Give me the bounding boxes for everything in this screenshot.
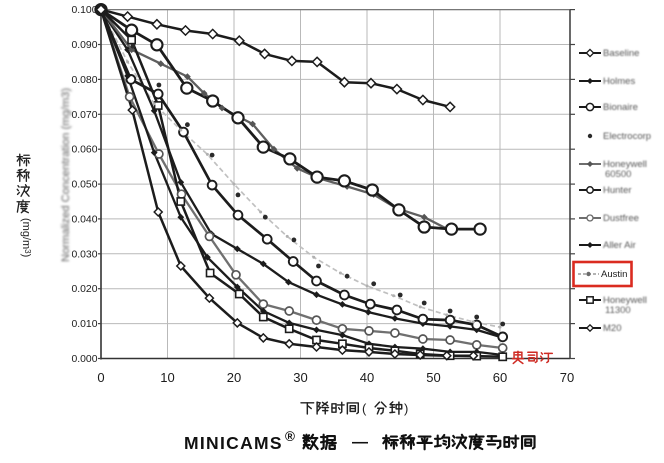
svg-text:10: 10 (160, 370, 174, 385)
svg-text:40: 40 (360, 370, 374, 385)
svg-text:70: 70 (560, 370, 574, 385)
svg-text:Dustfree: Dustfree (603, 213, 639, 224)
svg-text:0: 0 (97, 370, 104, 385)
svg-text:0.070: 0.070 (71, 110, 97, 121)
svg-text:Hunter: Hunter (603, 185, 632, 196)
svg-text:): ) (404, 401, 408, 416)
svg-text:0.000: 0.000 (71, 354, 97, 365)
svg-text:Aller Air: Aller Air (603, 240, 636, 251)
svg-text:Electrocorp: Electrocorp (603, 131, 651, 142)
svg-text:Honeywell: Honeywell (603, 159, 647, 170)
svg-text:—: — (352, 434, 368, 451)
svg-text:0.080: 0.080 (71, 75, 97, 86)
svg-text:0.050: 0.050 (71, 180, 97, 191)
svg-text:(mg/m3): (mg/m3) (20, 218, 32, 257)
svg-text:0.090: 0.090 (71, 40, 97, 51)
svg-text:®: ® (285, 429, 295, 444)
svg-text:0.020: 0.020 (71, 284, 97, 295)
svg-text:0.100: 0.100 (71, 5, 97, 16)
svg-text:Honeywell: Honeywell (603, 295, 647, 306)
svg-text:(: ( (362, 401, 367, 416)
svg-text:60: 60 (493, 370, 507, 385)
svg-text:60500: 60500 (605, 169, 631, 180)
svg-text:30: 30 (293, 370, 307, 385)
svg-text:0.030: 0.030 (71, 249, 97, 260)
svg-text:0.040: 0.040 (71, 214, 97, 225)
svg-text:11300: 11300 (605, 305, 631, 316)
svg-text:Bionaire: Bionaire (603, 102, 638, 113)
svg-text:20: 20 (227, 370, 241, 385)
svg-text:MINICAMS: MINICAMS (184, 433, 283, 453)
svg-text:Normalized Concentration (mg/m: Normalized Concentration (mg/m3) (60, 88, 72, 262)
svg-text:0.010: 0.010 (71, 319, 97, 330)
svg-text:M20: M20 (603, 323, 621, 334)
svg-text:50: 50 (426, 370, 440, 385)
svg-text:Baseline: Baseline (603, 48, 639, 59)
svg-text:0.060: 0.060 (71, 145, 97, 156)
svg-text:Holmes: Holmes (603, 76, 635, 87)
svg-text:Austin: Austin (601, 269, 627, 280)
